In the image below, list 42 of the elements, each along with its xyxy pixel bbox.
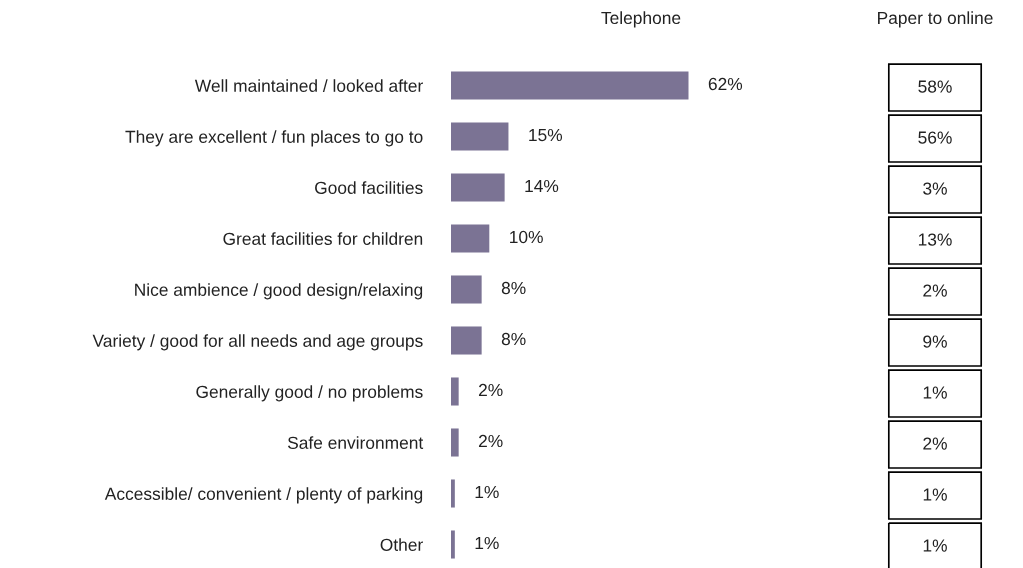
bar [451, 428, 459, 457]
bar [451, 224, 490, 253]
text: 9% [923, 335, 947, 348]
data-label: 2% [478, 434, 503, 448]
data-label: 14% [525, 179, 559, 193]
y-tick-label: They are excellent / fun places to go to [125, 130, 423, 147]
text: 2% [923, 437, 947, 450]
data-label: 8% [501, 281, 526, 295]
text: 1% [923, 386, 947, 399]
text: 3% [923, 182, 947, 195]
text: 1% [923, 539, 947, 552]
y-tick-label: Nice ambience / good design/relaxing [135, 283, 423, 300]
text: 1% [923, 488, 947, 501]
bar [451, 122, 509, 151]
y-tick-label: Variety / good for all needs and age groups [92, 334, 423, 351]
y-tick-label: Good facilities [315, 181, 423, 194]
bar [451, 173, 505, 202]
y-tick-label: Well maintained / looked after [194, 79, 423, 92]
text: 56% [918, 131, 952, 144]
data-label: 15% [529, 128, 563, 142]
chart-title: Telephone [601, 11, 681, 28]
y-tick-label: Generally good / no problems [196, 385, 423, 402]
y-tick-label: Great facilities for children [223, 232, 423, 245]
y-tick-label: Accessible/ convenient / plenty of parking [104, 487, 423, 504]
bar [451, 530, 455, 559]
data-label: 8% [501, 332, 526, 346]
bar [451, 275, 482, 304]
data-label: 1% [475, 485, 499, 499]
data-label: 10% [510, 230, 543, 244]
text: 13% [918, 233, 952, 246]
bar [451, 479, 455, 508]
y-tick-label: Safe environment [287, 436, 424, 449]
data-label: 1% [475, 536, 499, 550]
text: 58% [918, 80, 952, 93]
data-label: 62% [708, 77, 743, 91]
bar [451, 326, 482, 355]
text: 2% [923, 284, 947, 297]
bar [451, 377, 459, 406]
y-tick-label: Other [380, 538, 423, 551]
text: Paper to online [878, 11, 993, 28]
data-label: 2% [478, 383, 503, 397]
bar [451, 71, 689, 100]
